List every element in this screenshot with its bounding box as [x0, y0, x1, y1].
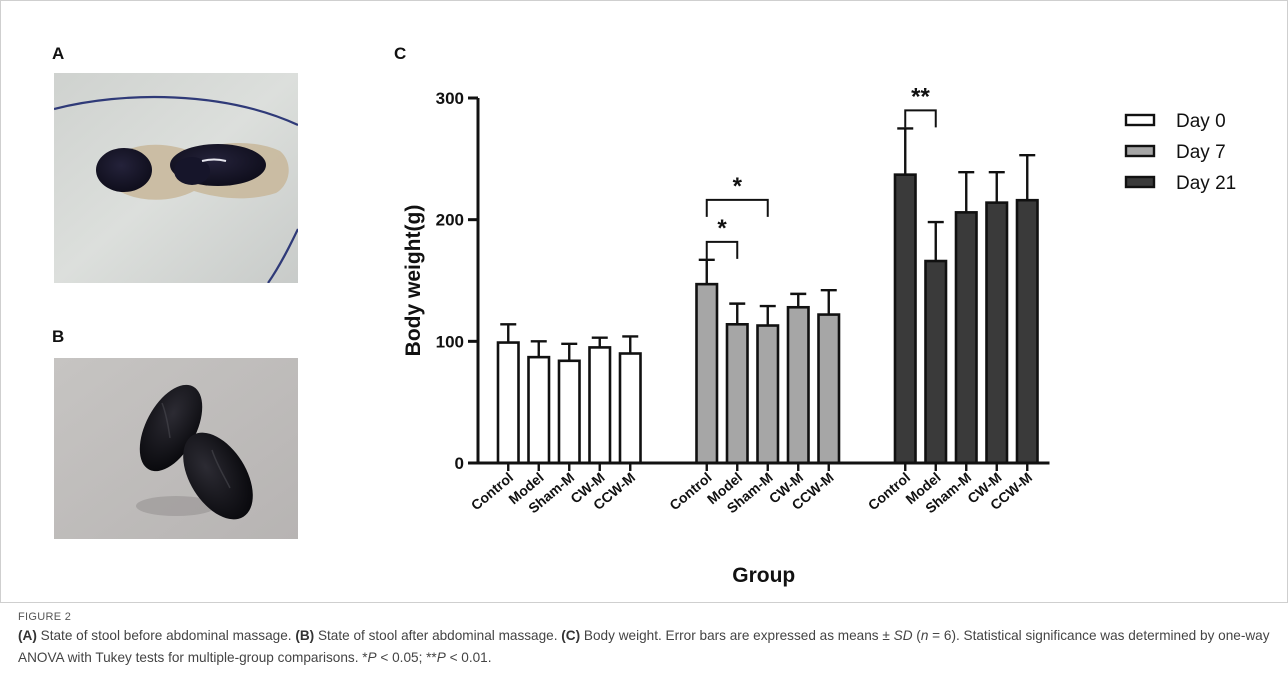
bar-2-3	[985, 201, 1009, 465]
bar-2-0	[893, 173, 917, 465]
bar-1-0	[695, 282, 719, 465]
panel-label-c: C	[394, 44, 407, 63]
bar-0-1	[527, 355, 551, 465]
bar-1-1	[725, 323, 749, 465]
bar-0-0	[496, 341, 520, 465]
stool-photo-before	[54, 73, 298, 283]
y-tick-label-1: 100	[436, 332, 464, 351]
legend-label-1: Day 7	[1176, 142, 1226, 163]
y-tick-label-0: 0	[455, 454, 464, 473]
bar-2-4	[1015, 198, 1039, 465]
panel-label-a: A	[52, 44, 65, 63]
panel-label-b: B	[52, 327, 65, 346]
significance-bracket-0	[705, 240, 739, 259]
bar-0-3	[588, 346, 612, 465]
legend-swatch-1	[1124, 144, 1156, 158]
x-axis-label: Group	[732, 564, 795, 587]
bar-1-4	[817, 313, 841, 465]
y-tick-label-3: 300	[436, 89, 464, 108]
bar-2-2	[954, 211, 978, 465]
significance-label-0: *	[717, 215, 727, 242]
bar-0-4	[618, 352, 642, 465]
legend-label-2: Day 21	[1176, 173, 1236, 194]
figure-caption: (A) State of stool before abdominal mass…	[18, 628, 1270, 665]
figure-label: FIGURE 2	[18, 611, 72, 623]
bar-2-1	[924, 259, 948, 465]
bar-1-2	[756, 324, 780, 465]
bar-0-2	[557, 359, 581, 465]
stool-photo-after	[54, 358, 298, 539]
legend-swatch-0	[1124, 113, 1156, 127]
legend-swatch-2	[1124, 175, 1156, 189]
significance-label-2: **	[911, 83, 930, 110]
y-axis-label: Body weight(g)	[402, 205, 425, 357]
legend-label-0: Day 0	[1176, 111, 1226, 132]
y-tick-label-2: 200	[436, 211, 464, 230]
significance-bracket-2	[904, 109, 937, 128]
bar-1-3	[786, 305, 810, 465]
significance-label-1: *	[733, 173, 743, 200]
significance-bracket-1	[705, 198, 769, 217]
